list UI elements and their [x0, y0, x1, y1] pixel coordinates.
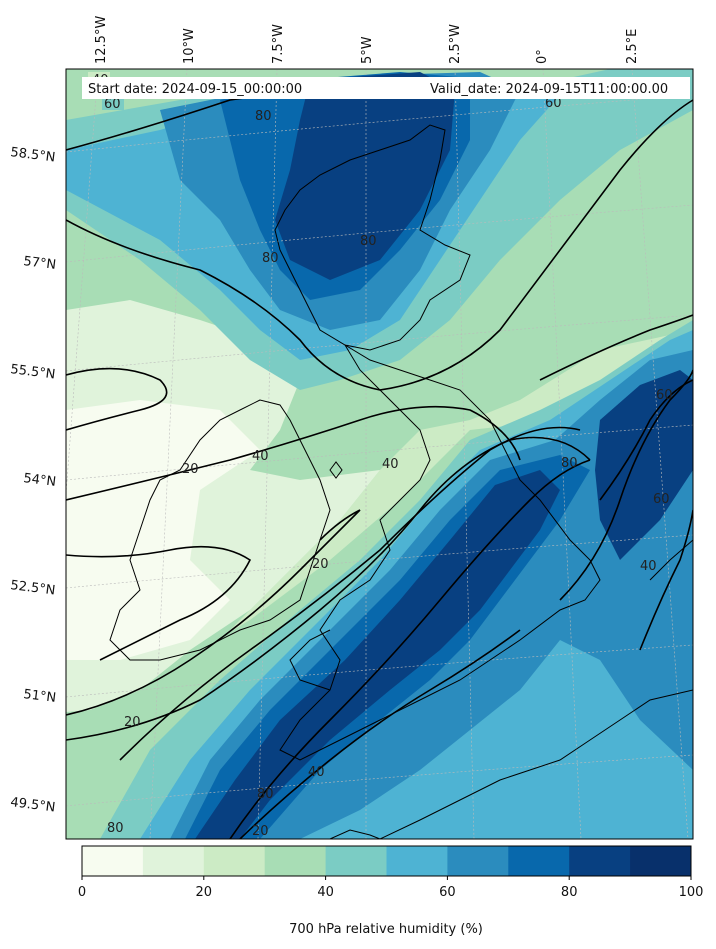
lat-label: 49.5°N [10, 795, 57, 815]
contour-label: 80 [262, 251, 279, 266]
colorbar-cell [447, 846, 509, 876]
contour-label: 40 [382, 457, 399, 472]
contour-label: 60 [653, 492, 670, 507]
lon-label: 5°W [360, 36, 375, 64]
colorbar-cell [630, 846, 692, 876]
header-box [82, 77, 690, 99]
valid-date-text: Valid_date: 2024-09-15T11:00:00.00 [430, 82, 668, 97]
colorbar-cells [82, 846, 692, 876]
colorbar-tick-label: 0 [78, 885, 86, 900]
colorbar-cell [264, 846, 327, 876]
lat-label: 54°N [23, 471, 57, 490]
lat-label: 58.5°N [10, 145, 57, 165]
humidity-fill-80-east [595, 370, 693, 560]
contour-label: 80 [257, 787, 274, 802]
lon-label: 12.5°W [94, 16, 109, 64]
lon-label: 10°W [182, 28, 197, 64]
colorbar-tick-label: 100 [679, 885, 704, 900]
contour-label: 60 [656, 388, 673, 403]
longitude-labels: 12.5°W 10°W 7.5°W 5°W 2.5°W 0° 2.5°E [94, 16, 640, 64]
lat-label: 55.5°N [10, 362, 57, 382]
map-panel: 40 60 80 80 80 20 40 40 80 60 60 40 20 2… [66, 69, 693, 839]
contour-label: 20 [252, 824, 269, 839]
colorbar-frame [81, 845, 692, 877]
lon-label: 7.5°W [271, 24, 286, 64]
latitude-labels: 58.5°N 57°N 55.5°N 54°N 52.5°N 51°N 49.5… [10, 145, 57, 815]
colorbar-cell [82, 846, 144, 876]
lon-label: 0° [535, 49, 550, 64]
humidity-fill-80-north [275, 72, 455, 280]
humidity-fill-0-10-b [66, 580, 180, 650]
humidity-fill-80-south [195, 470, 560, 839]
lat-label: 51°N [23, 687, 57, 706]
colorbar-title: 700 hPa relative humidity (%) [289, 922, 483, 937]
contour-label: 80 [107, 821, 124, 836]
colorbar-cell [386, 846, 448, 876]
contour-label: 40 [252, 449, 269, 464]
graticule [66, 69, 693, 839]
start-date-text: Start date: 2024-09-15_00:00:00 [88, 82, 302, 97]
contour-label: 20 [124, 715, 141, 730]
lat-label: 57°N [23, 254, 57, 273]
colorbar-cell [203, 846, 266, 876]
colorbar-tick-label: 80 [561, 885, 578, 900]
colorbar-tick-label: 40 [317, 885, 334, 900]
colorbar-ticks [81, 876, 692, 880]
contour-label: 80 [255, 109, 272, 124]
contour-label: 80 [360, 234, 377, 249]
coastlines [109, 124, 693, 839]
map-frame [65, 68, 694, 840]
contour-label: 40 [640, 559, 657, 574]
colorbar-tick-label: 20 [196, 885, 213, 900]
contour-label: 40 [308, 765, 325, 780]
colorbar-cell [569, 846, 631, 876]
contour-label: 60 [104, 97, 121, 112]
colorbar: 0 20 40 60 80 100 700 hPa relative humid… [78, 845, 704, 937]
colorbar-cell [508, 846, 570, 876]
contour-lines [66, 79, 693, 839]
contour-label: 20 [182, 462, 199, 477]
colorbar-cell [325, 846, 387, 876]
lon-label: 2.5°W [448, 24, 463, 64]
contour-label: 60 [545, 96, 562, 111]
colorbar-cell [142, 846, 205, 876]
lat-label: 52.5°N [10, 578, 57, 598]
contour-label: 20 [312, 557, 329, 572]
colorbar-tick-label: 60 [439, 885, 456, 900]
contour-label: 80 [561, 456, 578, 471]
lon-label: 2.5°E [625, 29, 640, 64]
